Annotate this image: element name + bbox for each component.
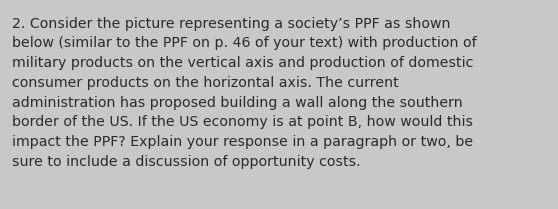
Text: 2. Consider the picture representing a society’s PPF as shown
below (similar to : 2. Consider the picture representing a s… [12,17,477,169]
